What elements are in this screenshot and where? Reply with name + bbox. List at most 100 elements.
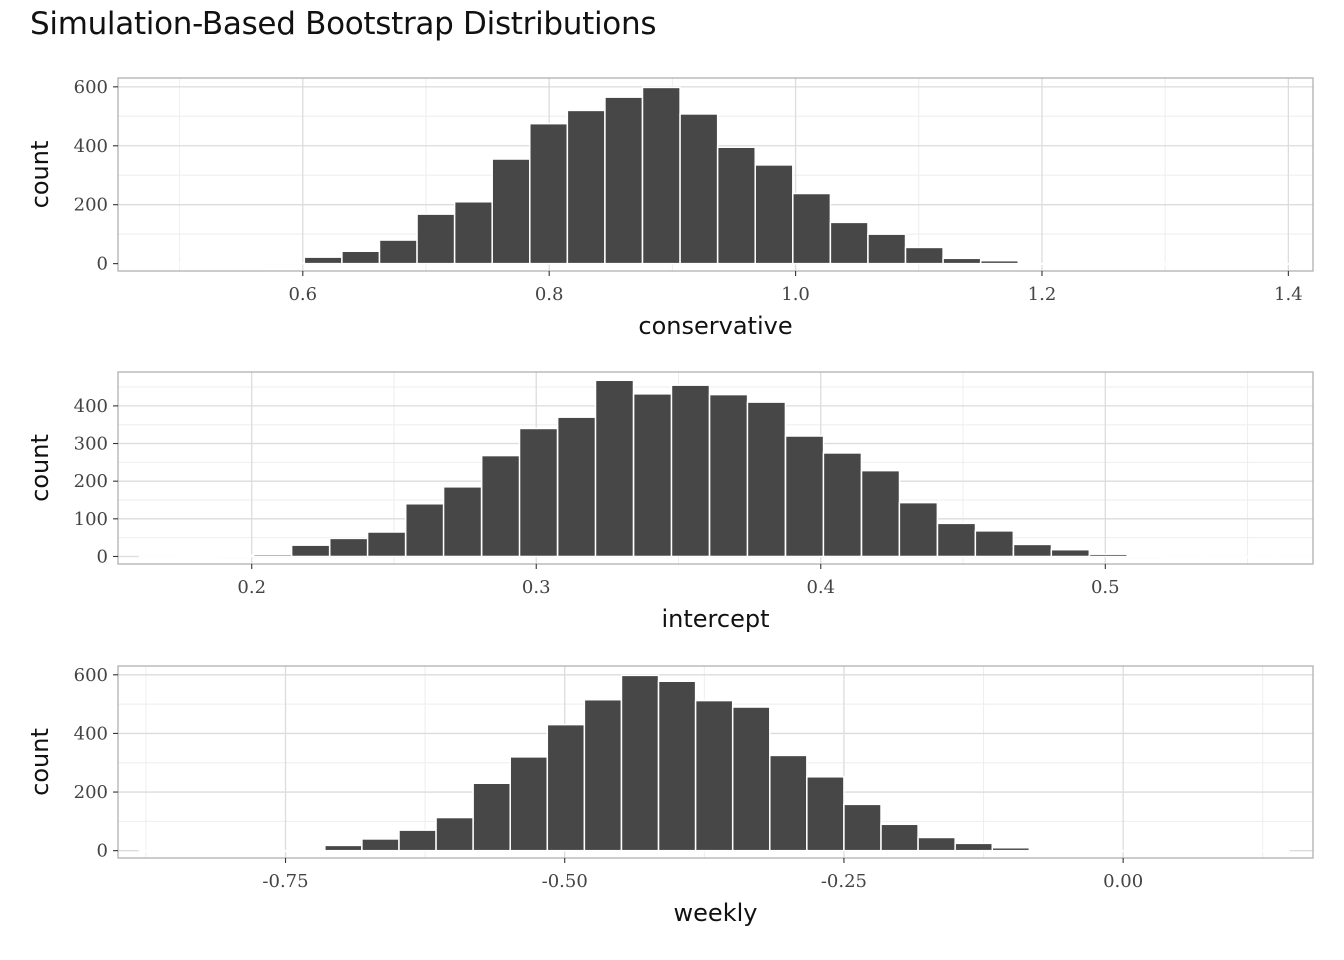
histogram-bar	[1139, 849, 1179, 852]
histogram-bar	[880, 823, 919, 852]
histogram-bar	[138, 555, 179, 558]
histogram-bar	[212, 849, 252, 852]
histogram-bar	[329, 537, 369, 558]
histogram-bar	[974, 530, 1015, 558]
y-tick-label: 0	[97, 546, 108, 567]
histogram-bar	[1176, 849, 1216, 852]
histogram-bar	[806, 776, 845, 852]
histogram-bar	[679, 113, 719, 265]
x-tick-label: -0.50	[542, 871, 588, 892]
x-tick-label: 1.0	[781, 284, 810, 305]
histogram-bar	[991, 846, 1031, 852]
y-tick-label: 400	[74, 136, 108, 157]
histogram-bar	[657, 680, 697, 852]
histogram-bar	[1130, 262, 1170, 265]
histogram-bar	[1280, 262, 1320, 265]
histogram-bar	[917, 836, 956, 852]
histogram-bar	[620, 674, 660, 852]
histogram-bar	[546, 723, 586, 852]
histogram-bar	[324, 844, 363, 852]
histogram-bar	[518, 427, 559, 558]
y-tick-label: 0	[97, 841, 108, 862]
y-tick-label: 600	[74, 77, 108, 98]
histogram-bar	[491, 158, 531, 265]
x-tick-label: 0.4	[806, 577, 835, 598]
histogram-bar	[942, 257, 982, 265]
panel-border	[117, 665, 1314, 859]
y-tick-label: 200	[74, 471, 108, 492]
histogram-bar	[1017, 262, 1057, 265]
x-axis-title: intercept	[662, 605, 770, 633]
histogram-bar	[594, 379, 635, 558]
y-tick-label: 0	[97, 254, 108, 275]
histogram-bar	[472, 782, 511, 852]
histogram-bar	[1205, 262, 1245, 265]
histogram-bar	[480, 454, 521, 558]
x-tick-label: 1.4	[1274, 284, 1303, 305]
histogram-bar	[860, 469, 901, 558]
histogram-bar	[529, 122, 569, 265]
histogram-bar	[694, 699, 734, 852]
y-tick-label: 200	[74, 782, 108, 803]
histogram-bar	[1055, 262, 1095, 265]
histogram-bar	[266, 262, 306, 265]
histogram-bar	[1028, 849, 1068, 852]
x-tick-label: 0.6	[288, 284, 317, 305]
histogram-bar	[1240, 555, 1281, 558]
histogram-bar	[936, 522, 977, 558]
histogram-bar	[843, 803, 882, 852]
histogram-bar	[1164, 555, 1205, 558]
histogram-bar	[670, 384, 711, 558]
histogram-bar	[1088, 553, 1129, 558]
histogram-bar	[435, 816, 474, 852]
panel-border	[117, 77, 1314, 272]
histogram-bar	[1092, 262, 1132, 265]
y-axis-title: count	[26, 141, 54, 209]
y-tick-label: 100	[74, 509, 108, 530]
histogram-bar	[1278, 555, 1318, 558]
histogram-bar	[979, 259, 1020, 265]
y-tick-label: 300	[74, 434, 108, 455]
chart-title: Simulation-Based Bootstrap Distributions	[30, 6, 657, 42]
histogram-bar	[228, 262, 268, 265]
x-tick-label: 0.5	[1091, 577, 1120, 598]
histogram-bar	[287, 849, 326, 852]
histogram-bar	[754, 164, 794, 265]
y-tick-label: 400	[74, 723, 108, 744]
histogram-bar	[290, 544, 331, 558]
histogram-bar	[249, 849, 289, 852]
histogram-bar	[604, 96, 644, 265]
x-tick-label: 0.2	[237, 577, 266, 598]
panel-intercept: 0 100 200 300 400 0.2 0.3 0.4 0.5 intercept count	[26, 371, 1318, 633]
histogram-bar	[769, 754, 808, 852]
histogram-bar	[453, 201, 493, 265]
x-tick-label: -0.75	[262, 871, 308, 892]
histogram-bar	[1213, 849, 1253, 852]
histogram-bar	[632, 393, 673, 558]
histogram-bar	[556, 416, 597, 558]
histogram-bar	[583, 698, 623, 852]
histogram-bar	[1065, 849, 1105, 852]
histogram-bar	[708, 393, 749, 558]
histogram-bar	[566, 109, 606, 265]
x-axis-title: weekly	[674, 899, 758, 927]
histogram-bar	[404, 503, 445, 558]
histogram-bar	[898, 501, 939, 558]
histogram-bar	[784, 435, 825, 558]
histogram-bar	[442, 486, 483, 558]
histogram-bar	[366, 531, 407, 558]
histogram-bar	[829, 221, 869, 265]
histogram-bar	[1050, 548, 1091, 558]
y-tick-label: 400	[74, 396, 108, 417]
histogram-bar	[509, 756, 549, 852]
histogram-bar	[214, 554, 255, 558]
histogram-bar	[716, 146, 756, 265]
histogram-bar	[1167, 262, 1207, 265]
histogram-bar	[341, 250, 381, 265]
y-tick-label: 200	[74, 195, 108, 216]
histogram-bar	[641, 86, 681, 265]
histogram-bar	[253, 553, 293, 558]
histogram-bar	[115, 262, 155, 265]
panel-conservative: 0 200 400 600 0.6 0.8 1.0 1.2 1.4 conservative cou…	[26, 77, 1320, 340]
histogram-bar	[378, 239, 418, 265]
